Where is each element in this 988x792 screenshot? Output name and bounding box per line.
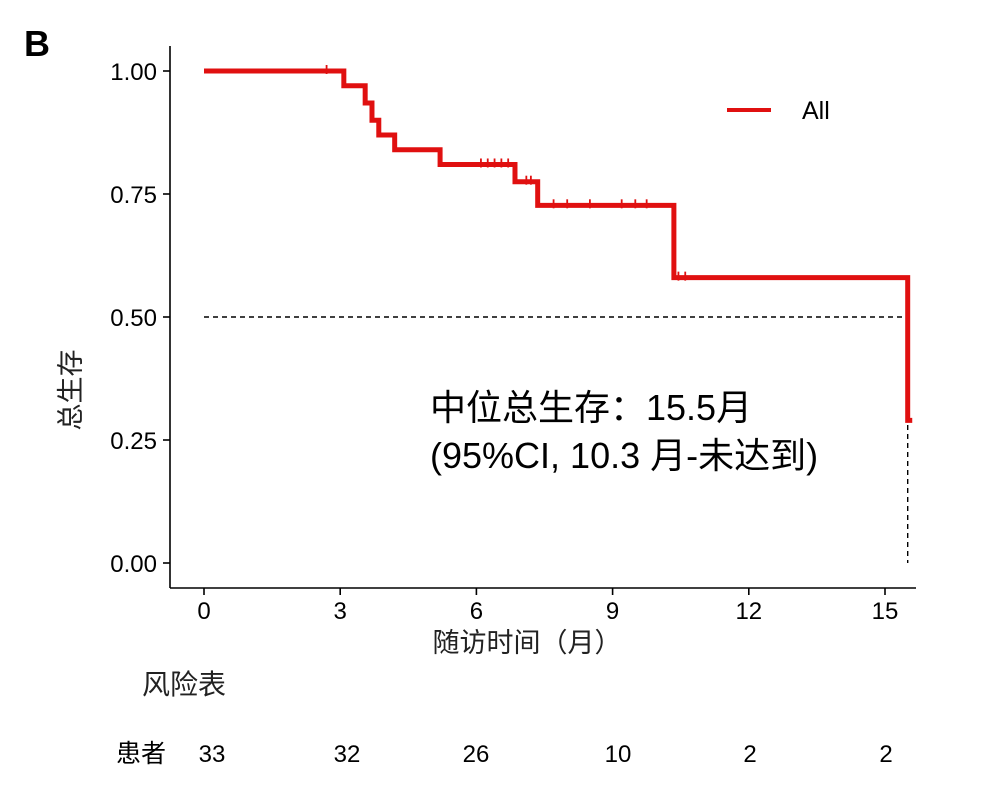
legend: All — [727, 97, 830, 125]
y-tick-label: 0.25 — [110, 428, 157, 455]
risk-table-value: 10 — [605, 741, 632, 768]
median-annotation-line1: 中位总生存：15.5月 — [430, 387, 752, 428]
x-tick-label: 15 — [872, 598, 899, 625]
y-axis-ticks: 0.00 0.25 0.50 0.75 1.00 — [110, 59, 170, 578]
x-tick-label: 3 — [334, 598, 347, 625]
y-axis-title: 总生存 — [56, 350, 86, 431]
x-tick-label: 6 — [470, 598, 483, 625]
risk-table-value: 33 — [199, 741, 226, 768]
panel-label: B — [24, 23, 50, 64]
legend-label-all: All — [802, 97, 830, 125]
risk-table-row-label: 患者 — [116, 740, 166, 768]
y-tick-label: 1.00 — [110, 59, 157, 86]
x-axis-title: 随访时间（月） — [433, 628, 622, 658]
risk-table-title: 风险表 — [142, 669, 226, 700]
x-tick-label: 9 — [606, 598, 619, 625]
x-tick-label: 0 — [197, 598, 210, 625]
risk-table-value: 2 — [879, 741, 892, 768]
survival-curve-all — [204, 68, 913, 423]
y-tick-label: 0.50 — [110, 305, 157, 332]
censor-marks — [325, 65, 687, 281]
risk-table-value: 26 — [463, 741, 490, 768]
risk-table-value: 2 — [743, 741, 756, 768]
y-tick-label: 0.00 — [110, 551, 157, 578]
x-tick-label: 12 — [735, 598, 762, 625]
y-tick-label: 0.75 — [110, 182, 157, 209]
risk-table-value: 32 — [334, 741, 361, 768]
risk-table-values: 33 32 26 10 2 2 — [199, 741, 893, 768]
x-axis-ticks: 0 3 6 9 12 15 — [197, 588, 898, 625]
median-annotation-line2: (95%CI, 10.3 月-未达到) — [430, 435, 818, 476]
